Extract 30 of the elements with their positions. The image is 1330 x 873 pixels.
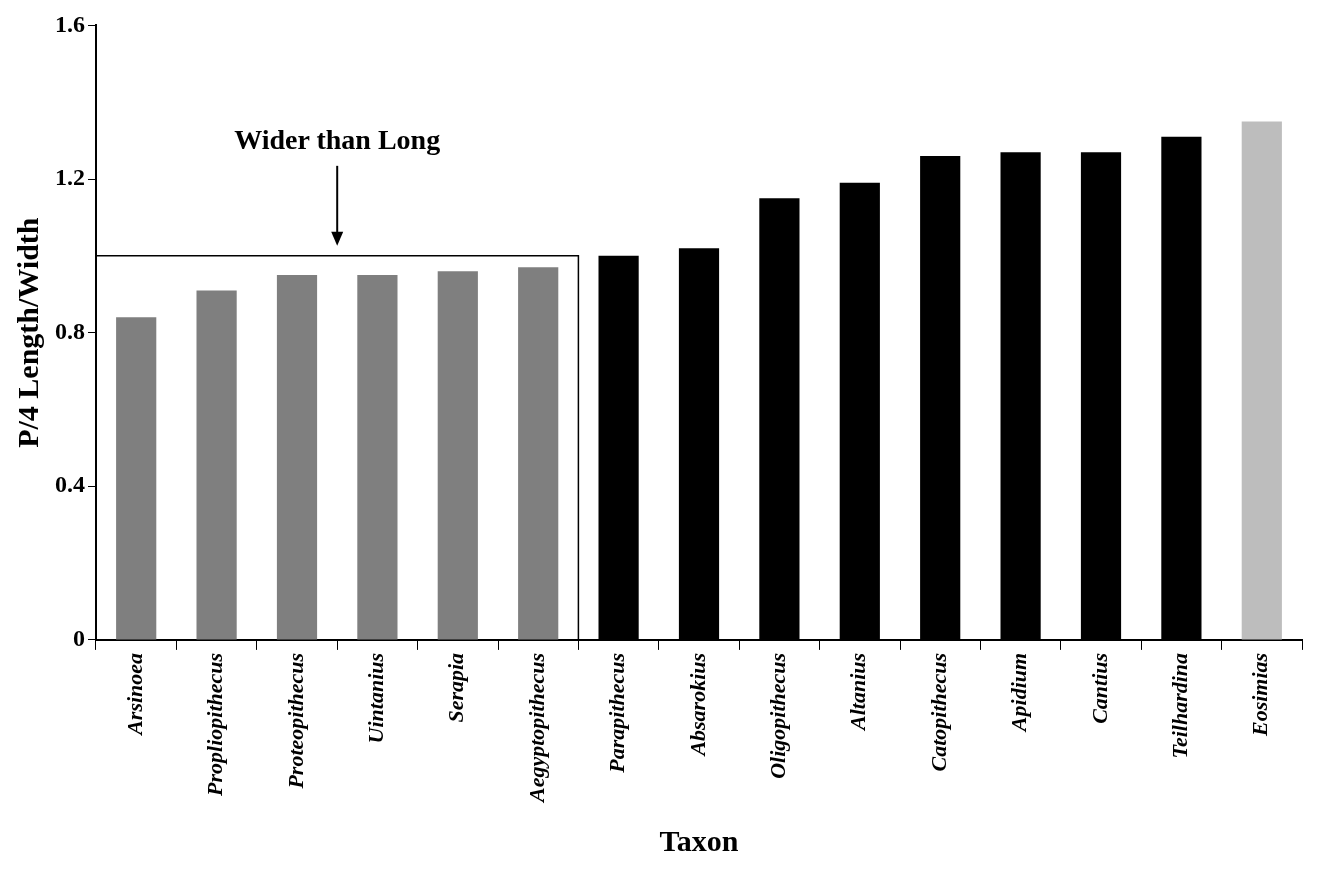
- x-tick-label: Cantius: [1086, 652, 1112, 724]
- x-tick-label: Proteopithecus: [282, 652, 308, 790]
- x-tick-label: Uintanius: [363, 652, 389, 744]
- bar: [357, 275, 398, 640]
- x-tick-label: Oligopithecus: [765, 652, 791, 779]
- x-tick-label: Eosimias: [1247, 652, 1273, 738]
- y-tick-label: 0.4: [55, 471, 85, 498]
- x-tick-label: Teilhardina: [1167, 652, 1193, 759]
- bar: [196, 290, 237, 640]
- x-tick-label: Absarokius: [684, 652, 710, 758]
- bar: [437, 271, 478, 640]
- bar: [276, 275, 318, 640]
- y-tick-label: 1.6: [55, 10, 85, 37]
- y-tick-label: 0: [73, 625, 85, 652]
- y-tick-label: 0.8: [55, 317, 85, 344]
- y-tick-label: 1.2: [55, 164, 85, 191]
- x-tick-label: Parapithecus: [604, 652, 630, 774]
- bar: [116, 317, 157, 640]
- x-tick-label: Propliopithecus: [202, 652, 228, 797]
- x-tick-label: Serapia: [443, 652, 469, 723]
- bar: [1241, 121, 1282, 640]
- x-tick-label: Arsinoea: [121, 652, 147, 737]
- ref-line-label: Wider than Long: [234, 124, 441, 156]
- y-axis-title: P/4 Length/Width: [10, 217, 44, 448]
- x-axis-title: Taxon: [659, 823, 739, 857]
- x-tick-label: Altanius: [845, 652, 871, 732]
- x-tick-label: Aegyptopithecus: [523, 652, 549, 805]
- x-tick-label: Apidium: [1006, 652, 1032, 734]
- x-tick-label: Catopithecus: [925, 652, 951, 772]
- bar: [518, 267, 559, 640]
